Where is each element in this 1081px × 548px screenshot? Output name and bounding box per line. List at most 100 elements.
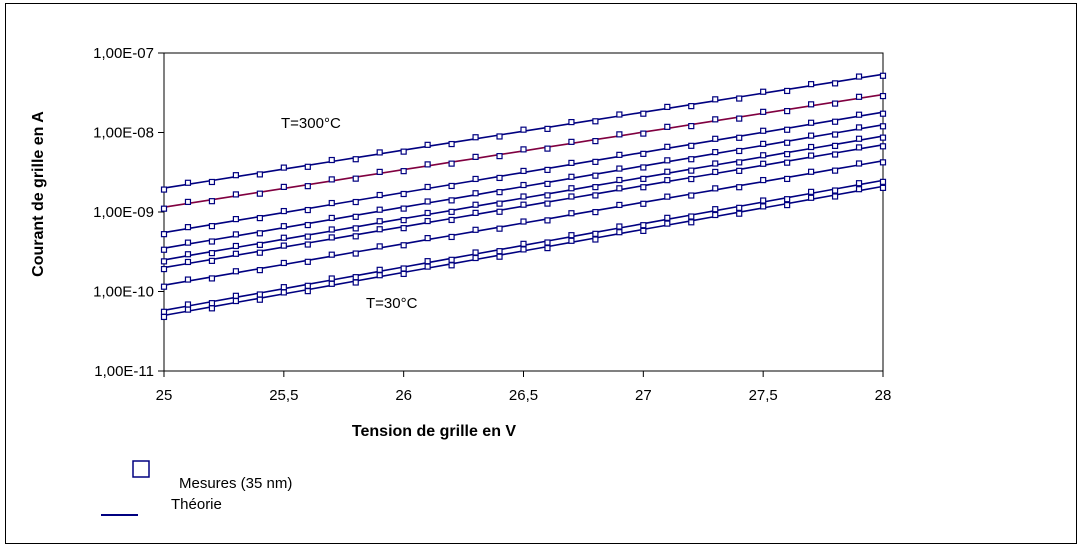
measure-point [544, 192, 551, 199]
measure-point [280, 242, 287, 249]
measure-point [352, 198, 359, 206]
measure-point [424, 141, 431, 148]
measure-point [160, 231, 168, 238]
measure-point [544, 217, 551, 224]
measure-point [400, 168, 407, 175]
measure-point [400, 190, 407, 198]
measure-point [640, 150, 647, 157]
measure-point [664, 214, 671, 221]
measure-point [592, 236, 599, 243]
measure-point [376, 218, 383, 225]
measure-point [352, 175, 359, 182]
measure-point [208, 238, 216, 245]
measure-point [280, 207, 287, 215]
legend-square-icon [132, 460, 150, 478]
measure-point [280, 164, 287, 171]
measure-point [568, 185, 575, 192]
measure-point [664, 220, 671, 227]
measure-point [544, 145, 551, 152]
measure-point [855, 111, 863, 118]
measure-point [616, 151, 623, 158]
measure-point [352, 225, 359, 232]
measure-point [520, 240, 527, 247]
measure-point [688, 103, 695, 110]
measure-point [496, 153, 503, 160]
measure-point [448, 233, 455, 241]
measure-point [807, 188, 815, 195]
measure-point [232, 242, 239, 250]
measure-point [616, 165, 623, 172]
y-tick-label: 1,00E-08 [93, 125, 154, 142]
measure-point [208, 275, 216, 282]
measure-point [568, 232, 575, 239]
measure-point [280, 183, 287, 191]
measure-point [160, 283, 168, 290]
measure-point [472, 201, 479, 208]
measure-point [376, 266, 383, 273]
measure-point [592, 158, 599, 165]
measure-point [640, 200, 647, 207]
measure-point [568, 193, 575, 200]
measure-point [879, 110, 887, 117]
measure-point [640, 110, 647, 117]
measure-point [496, 189, 503, 196]
measure-point [400, 217, 407, 224]
measure-point [592, 184, 599, 191]
measure-point [280, 223, 287, 230]
measure-point [879, 184, 887, 191]
measure-point [544, 200, 551, 207]
measure-point [280, 289, 287, 296]
measure-point [736, 115, 743, 122]
measure-point [304, 206, 311, 214]
measure-point [400, 225, 407, 232]
measure-point [831, 80, 839, 87]
measure-point [304, 221, 311, 229]
measure-point [807, 168, 815, 175]
measure-point [544, 125, 551, 132]
measure-point [256, 171, 263, 178]
measure-point [568, 210, 575, 217]
annotation-30c: T=30°C [366, 295, 418, 312]
measure-point [472, 249, 479, 256]
measure-point [736, 147, 743, 155]
measure-point [424, 263, 431, 270]
chart-svg: 1,00E-07 1,00E-08 1,00E-09 1,00E-10 1,00E-11… [30, 45, 891, 516]
measure-point [688, 167, 695, 174]
measure-point [640, 222, 647, 229]
measure-point [736, 134, 743, 141]
measure-point [304, 241, 311, 248]
measure-point [376, 149, 383, 156]
measure-point [256, 241, 263, 248]
measure-point [688, 175, 695, 183]
measure-point [664, 103, 671, 111]
measure-point [688, 213, 695, 220]
measure-point [424, 183, 431, 191]
measure-point [232, 215, 239, 223]
x-tick-label: 25,5 [269, 387, 298, 404]
plot-area [163, 52, 884, 372]
measure-point [807, 143, 815, 151]
measure-point [807, 119, 815, 126]
measure-point [544, 166, 551, 174]
measure-point [232, 191, 239, 198]
measure-point [256, 230, 263, 237]
measure-point [304, 258, 311, 265]
measure-point [616, 131, 623, 138]
measure-point [592, 208, 599, 216]
measure-point [496, 248, 503, 255]
annotation-300c: T=300°C [281, 115, 341, 132]
measure-point [831, 187, 839, 194]
measure-point [424, 235, 431, 242]
measure-point [807, 81, 815, 88]
y-axis-label: Courant de grille en A [30, 111, 47, 277]
measure-point [879, 159, 887, 166]
measure-point [496, 253, 503, 260]
measure-point [616, 201, 623, 209]
measure-point [831, 193, 839, 200]
measure-point [448, 208, 455, 215]
measure-point [400, 270, 407, 278]
measure-point [736, 95, 743, 102]
measure-point [712, 135, 719, 142]
x-tick-label: 26,5 [509, 387, 538, 404]
measure-point [592, 118, 599, 125]
